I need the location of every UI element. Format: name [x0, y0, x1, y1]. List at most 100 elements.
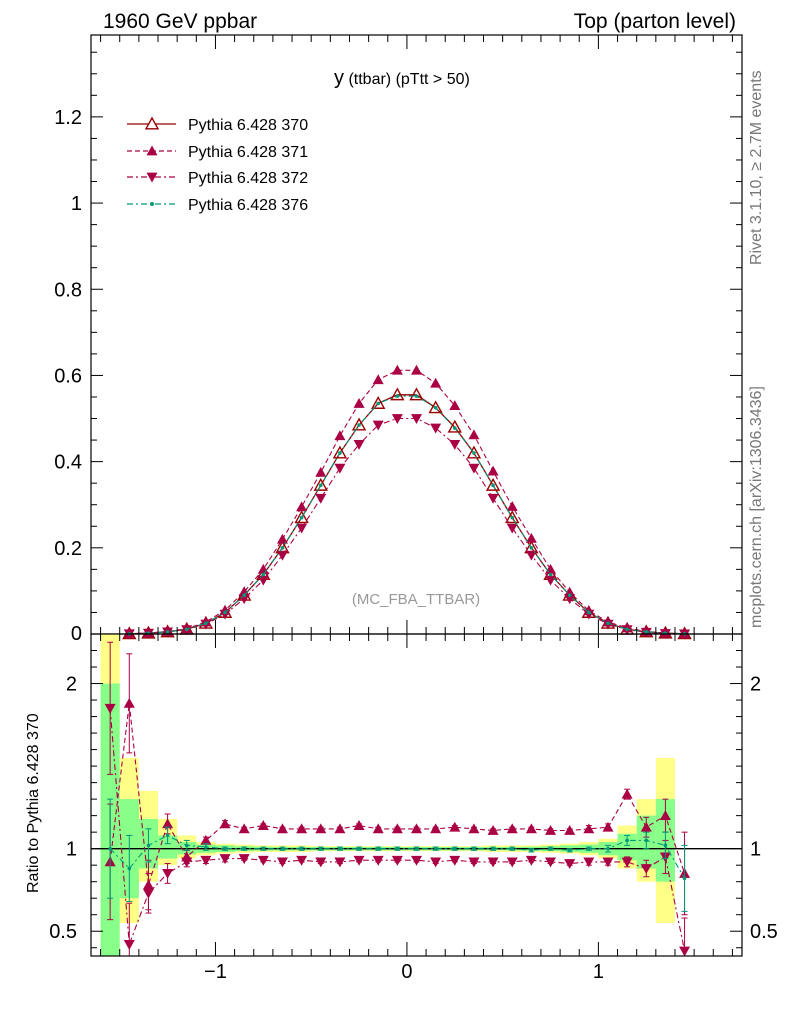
ratio-point — [606, 846, 610, 851]
data-point — [433, 405, 438, 410]
ratio-y-tick-label: 0.5 — [49, 921, 77, 943]
y-tick-label: 0.6 — [54, 365, 82, 387]
data-point — [223, 610, 227, 615]
y-tick-label: 0.4 — [54, 452, 82, 474]
ratio-point — [525, 855, 537, 866]
data-point — [334, 463, 346, 474]
ratio-point — [663, 843, 668, 848]
data-point — [411, 364, 422, 375]
ratio-point — [219, 854, 231, 865]
process-label: Top (parton level) — [574, 10, 736, 33]
data-point — [165, 630, 170, 634]
ratio-point — [315, 857, 327, 868]
ratio-point — [395, 846, 400, 851]
ratio-point — [238, 823, 250, 834]
ratio-point — [123, 697, 135, 708]
data-point — [468, 429, 480, 440]
ratio-point — [142, 888, 154, 899]
data-point — [409, 387, 424, 401]
ratio-point — [433, 846, 438, 851]
data-point — [184, 627, 189, 632]
y-tick-label: 1 — [71, 193, 82, 215]
ratio-point — [640, 864, 652, 874]
energy-label: 1960 GeV ppbar — [103, 10, 257, 33]
ratio-point — [430, 857, 442, 868]
ratio-point — [411, 855, 422, 866]
data-point — [219, 609, 231, 620]
ratio-point — [296, 855, 308, 866]
ratio-point — [506, 823, 518, 834]
ratio-point — [181, 857, 193, 868]
ratio-point — [487, 825, 499, 835]
mcplots-label: mcplots.cern.ch [arXiv:1306.3436] — [748, 386, 765, 628]
ratio-point — [391, 823, 403, 834]
x-tick-label: 1 — [593, 961, 604, 983]
data-point — [548, 572, 553, 577]
chart-title: y (ttbar) (pTtt > 50) — [334, 67, 470, 89]
data-point — [276, 550, 288, 561]
ratio-point — [353, 855, 365, 866]
data-point — [564, 594, 576, 605]
main-plot: 0.2 0.4 0.6 0.8 1 1.2 0 y (ttbar) (pTtt > 50) (M… — [54, 34, 743, 645]
data-point — [567, 593, 572, 598]
legend-label: Pythia 6.428 370 — [188, 117, 308, 134]
ratio-point — [640, 821, 652, 832]
data-point — [506, 500, 518, 511]
ratio-y-tick-label-right: 0.5 — [750, 921, 778, 943]
ratio-point — [123, 940, 135, 950]
ratio-plot: 0.5 0.5 1 1 2 2 −1 0 1 — [49, 633, 778, 983]
y-tick-label: 0.8 — [54, 279, 82, 301]
ratio-point — [338, 846, 342, 851]
data-point — [644, 630, 649, 634]
ratio-y-tick-label: 2 — [66, 674, 77, 696]
ratio-point — [564, 825, 576, 835]
ratio-point — [430, 823, 442, 834]
ratio-point — [296, 823, 308, 834]
ratio-point — [587, 846, 591, 851]
ratio-frame — [90, 633, 743, 957]
ratio-point — [567, 848, 572, 853]
data-point — [315, 466, 327, 477]
legend-marker — [144, 116, 160, 130]
data-point — [491, 483, 495, 488]
ratio-point — [545, 857, 557, 868]
ratio-point — [204, 845, 208, 849]
legend-label: Pythia 6.428 376 — [188, 197, 308, 214]
ratio-y-tick-label-right: 2 — [750, 674, 761, 696]
data-point — [587, 610, 591, 615]
ratio-point — [510, 846, 515, 851]
y-tick-label: 0.2 — [54, 538, 82, 560]
series-line — [129, 417, 685, 635]
ratio-point — [334, 823, 346, 834]
data-point — [353, 439, 365, 450]
data-point — [452, 426, 457, 430]
uncertainty-band-inner — [158, 835, 178, 859]
data-point — [357, 423, 361, 427]
ratio-point — [165, 833, 170, 838]
data-point — [294, 510, 309, 524]
ratio-point — [127, 866, 132, 871]
series-line — [129, 395, 685, 635]
data-point — [296, 501, 308, 512]
data-point — [428, 400, 443, 414]
data-point — [525, 550, 537, 561]
ratio-point — [146, 843, 151, 848]
y-tick-label: 0 — [71, 623, 82, 645]
data-point — [353, 397, 365, 408]
ratio-point — [621, 857, 633, 868]
data-point — [564, 586, 576, 597]
data-point — [414, 394, 419, 398]
ratio-point — [621, 788, 633, 799]
data-point — [351, 417, 367, 431]
ratio-point — [299, 846, 304, 851]
ratio-point — [376, 846, 381, 851]
ratio-point — [257, 855, 269, 866]
ratio-point — [276, 857, 288, 868]
ratio-point — [529, 848, 534, 853]
data-point — [466, 445, 482, 459]
data-point — [485, 477, 501, 491]
ratio-point — [602, 857, 614, 868]
ratio-point — [372, 855, 384, 866]
rivet-label: Rivet 3.1.10, ≥ 2.7M events — [748, 70, 765, 265]
data-point — [447, 419, 462, 433]
